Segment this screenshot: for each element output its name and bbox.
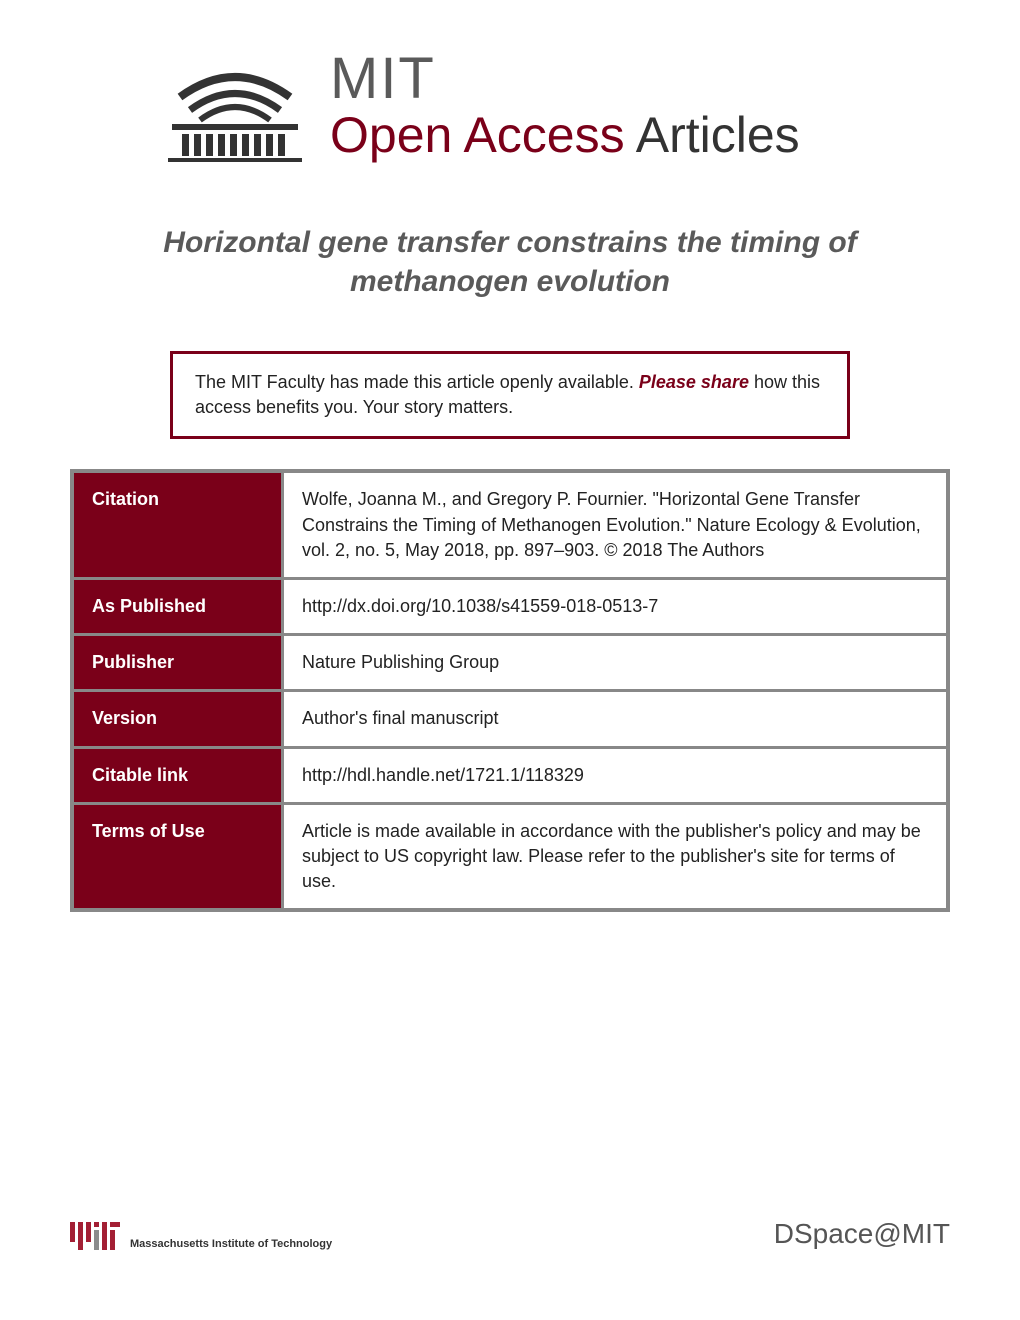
header-line1: MIT bbox=[330, 50, 800, 108]
meta-value[interactable]: http://dx.doi.org/10.1038/s41559-018-051… bbox=[284, 580, 946, 636]
meta-label: Citable link bbox=[74, 749, 284, 805]
header-title: MIT Open Access Articles bbox=[330, 50, 800, 163]
meta-label: Publisher bbox=[74, 636, 284, 692]
meta-label: As Published bbox=[74, 580, 284, 636]
meta-label: Citation bbox=[74, 473, 284, 580]
article-title: Horizontal gene transfer constrains the … bbox=[160, 223, 860, 301]
dspace-label: DSpace@MIT bbox=[774, 1218, 950, 1250]
meta-value[interactable]: http://hdl.handle.net/1721.1/118329 bbox=[284, 749, 946, 805]
mit-logo-icon bbox=[70, 1222, 120, 1250]
meta-label: Terms of Use bbox=[74, 805, 284, 909]
meta-value: Author's final manuscript bbox=[284, 692, 946, 748]
share-text-1: The MIT Faculty has made this article op… bbox=[195, 372, 639, 392]
metadata-table: Citation Wolfe, Joanna M., and Gregory P… bbox=[70, 469, 950, 912]
meta-value: Article is made available in accordance … bbox=[284, 805, 946, 909]
please-share-link[interactable]: Please share bbox=[639, 372, 749, 392]
mit-dome-icon bbox=[160, 52, 310, 162]
table-row: Citation Wolfe, Joanna M., and Gregory P… bbox=[74, 473, 946, 580]
meta-value: Nature Publishing Group bbox=[284, 636, 946, 692]
table-row: Citable link http://hdl.handle.net/1721.… bbox=[74, 749, 946, 805]
meta-label: Version bbox=[74, 692, 284, 748]
header: MIT Open Access Articles bbox=[160, 50, 950, 163]
table-row: Version Author's final manuscript bbox=[74, 692, 946, 748]
footer: Massachusetts Institute of Technology DS… bbox=[70, 1218, 950, 1250]
table-row: Terms of Use Article is made available i… bbox=[74, 805, 946, 909]
institution-name: Massachusetts Institute of Technology bbox=[130, 1238, 332, 1250]
table-row: Publisher Nature Publishing Group bbox=[74, 636, 946, 692]
header-line2: Open Access Articles bbox=[330, 108, 800, 163]
share-box: The MIT Faculty has made this article op… bbox=[170, 351, 850, 439]
table-row: As Published http://dx.doi.org/10.1038/s… bbox=[74, 580, 946, 636]
footer-left: Massachusetts Institute of Technology bbox=[70, 1222, 332, 1250]
meta-value: Wolfe, Joanna M., and Gregory P. Fournie… bbox=[284, 473, 946, 580]
